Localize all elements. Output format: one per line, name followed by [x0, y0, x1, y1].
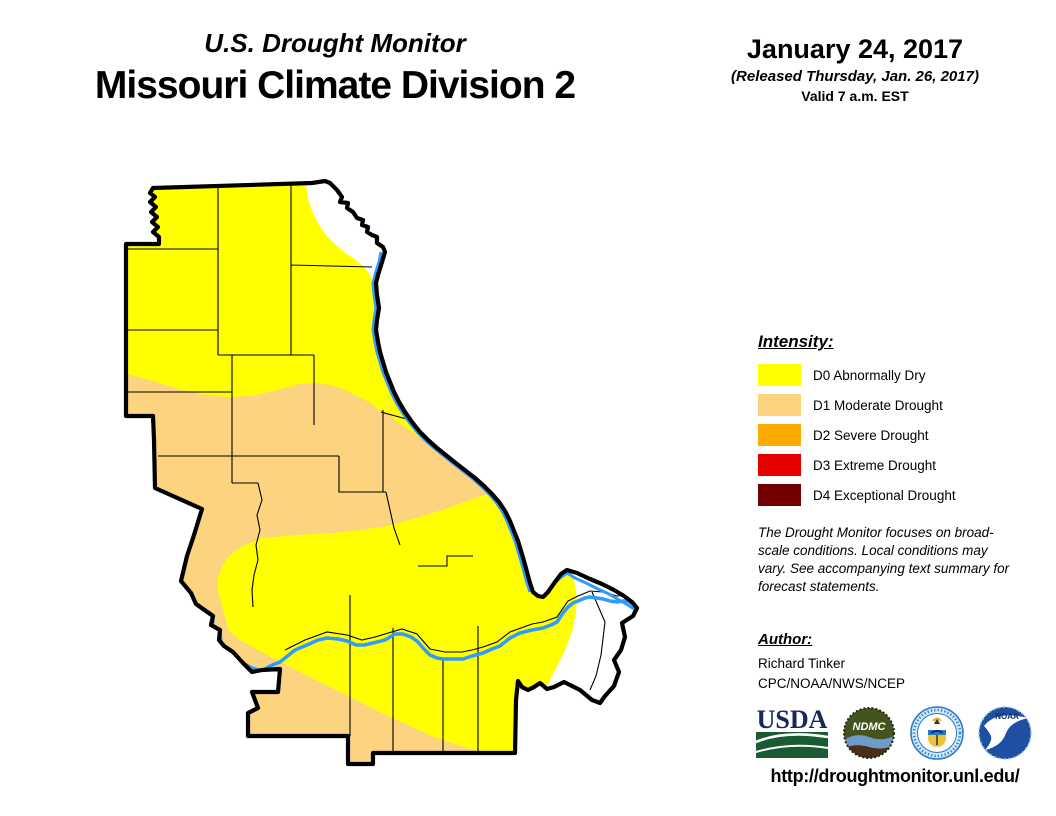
valid-time: Valid 7 a.m. EST	[801, 88, 909, 104]
river-missouri	[194, 595, 634, 673]
d0-swatch	[758, 364, 801, 386]
legend-heading: Intensity:	[758, 332, 834, 351]
d2-swatch	[758, 424, 801, 446]
legend-row-d3: D3 Extreme Drought	[758, 454, 1018, 476]
division-boundary	[123, 178, 640, 767]
map-supertitle: U.S. Drought Monitor	[204, 28, 466, 58]
d3-label: D3 Extreme Drought	[813, 457, 937, 473]
d4-swatch	[758, 484, 801, 506]
agency-logos: USDA NDMC	[754, 702, 1034, 764]
d1-swatch	[758, 394, 801, 416]
legend-row-d0: D0 Abnormally Dry	[758, 364, 1018, 386]
date-block: January 24, 2017 (Released Thursday, Jan…	[700, 34, 1010, 104]
author-name: Richard Tinker	[758, 656, 846, 671]
county-boundaries	[126, 185, 629, 753]
disclaimer-text: The Drought Monitor focuses on broad-sca…	[758, 525, 1010, 594]
noaa-logo-text: NOAA	[995, 712, 1019, 721]
intensity-legend: Intensity: D0 Abnormally Dry D1 Moderate…	[758, 332, 1018, 514]
d4-label: D4 Exceptional Drought	[813, 487, 956, 503]
legend-row-d2: D2 Severe Drought	[758, 424, 1018, 446]
d1-label: D1 Moderate Drought	[813, 397, 943, 413]
legend-row-d1: D1 Moderate Drought	[758, 394, 1018, 416]
noaa-logo-icon: NOAA	[978, 706, 1032, 760]
released-date: (Released Thursday, Jan. 26, 2017)	[731, 68, 979, 85]
author-organization: CPC/NOAA/NWS/NCEP	[758, 676, 906, 691]
d2-label: D2 Severe Drought	[813, 427, 929, 443]
usda-logo-icon: USDA	[755, 705, 829, 758]
map-date: January 24, 2017	[746, 34, 964, 64]
ndmc-logo-text: NDMC	[853, 721, 887, 733]
author-heading: Author:	[758, 631, 813, 648]
d0-label: D0 Abnormally Dry	[813, 367, 926, 383]
page-title: Missouri Climate Division 2	[94, 64, 576, 107]
doc-seal-icon	[909, 706, 964, 760]
ndmc-logo-icon: NDMC	[843, 707, 896, 759]
legend-row-d4: D4 Exceptional Drought	[758, 484, 1018, 506]
site-url[interactable]: http://droughtmonitor.unl.edu/	[770, 766, 1020, 786]
usda-logo-text: USDA	[757, 705, 828, 734]
river-mississippi	[371, 251, 532, 593]
map-region-none-ne	[306, 181, 385, 284]
d3-swatch	[758, 454, 801, 476]
